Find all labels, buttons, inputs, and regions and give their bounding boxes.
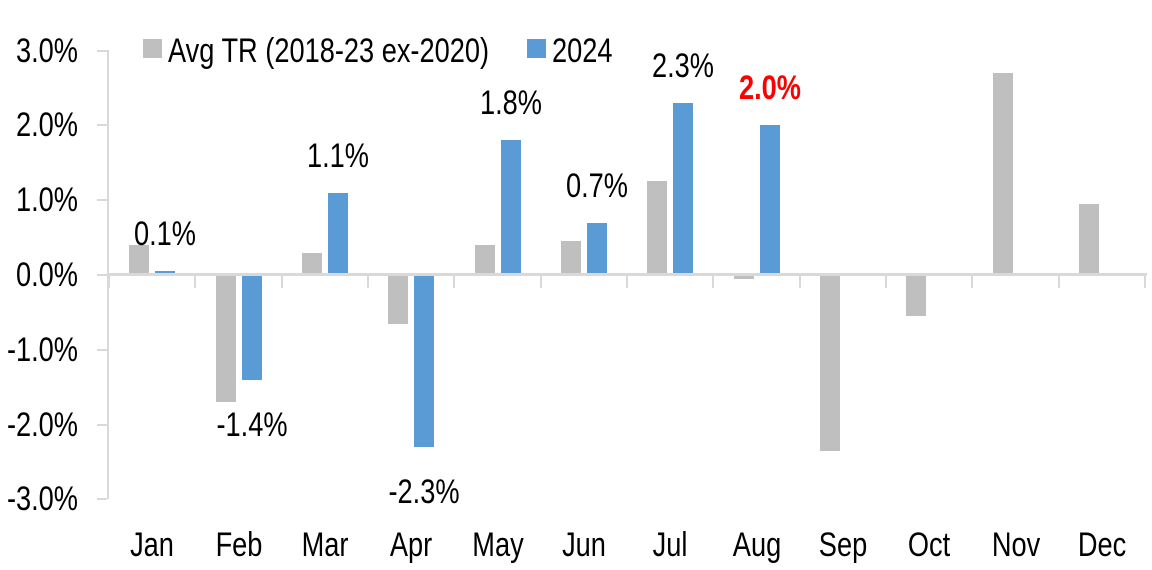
legend-label-avg-tr: Avg TR (2018-23 ex-2020): [168, 32, 490, 70]
x-axis-tick: [108, 276, 110, 288]
y-tick-label: -1.0%: [6, 330, 78, 369]
legend-label-2024: 2024: [552, 32, 613, 70]
x-axis-tick: [1144, 276, 1146, 288]
x-tick-label-aug: Aug: [732, 526, 781, 564]
y-tick-label: -3.0%: [6, 480, 78, 519]
2024-bar-apr: [414, 275, 435, 448]
x-tick-label-oct: Oct: [907, 526, 951, 564]
y-tick-label: 3.0%: [16, 31, 78, 70]
x-tick-label-feb: Feb: [215, 526, 262, 564]
x-tick-label-may: May: [471, 526, 524, 564]
x-tick-label-apr: Apr: [389, 526, 433, 564]
2024-bar-aug: [759, 125, 780, 275]
x-tick-label-jun: Jun: [561, 526, 606, 564]
data-label-jun: 0.7%: [565, 166, 628, 205]
y-axis-tick: [97, 348, 107, 351]
data-label-jul: 2.3%: [652, 46, 715, 85]
x-tick-label-jul: Jul: [652, 526, 688, 564]
x-axis-tick: [798, 276, 801, 288]
avg-tr-bar-oct: [906, 275, 927, 317]
avg-tr-bar-nov: [992, 72, 1013, 275]
x-axis-line: [107, 273, 1147, 276]
y-axis-tick: [97, 423, 107, 426]
x-tick-label-mar: Mar: [301, 526, 349, 564]
y-axis-tick: [97, 274, 107, 276]
y-tick-label: 0.0%: [16, 256, 78, 294]
x-axis-tick: [539, 276, 542, 288]
avg-tr-bar-sep: [819, 275, 840, 451]
data-label-mar: 1.1%: [306, 136, 369, 175]
legend-swatch-avg-tr: [143, 39, 162, 58]
data-label-apr: -2.3%: [388, 473, 460, 512]
avg-tr-bar-feb: [215, 275, 236, 403]
x-axis-tick: [712, 276, 715, 288]
avg-tr-bar-mar: [301, 252, 322, 275]
avg-tr-bar-jul: [647, 181, 668, 275]
x-axis-tick: [367, 276, 369, 288]
legend-swatch-2024: [527, 39, 546, 58]
avg-tr-bar-dec: [1078, 203, 1099, 275]
x-axis-tick: [280, 276, 283, 288]
2024-bar-feb: [241, 275, 262, 380]
2024-bar-mar: [327, 192, 348, 275]
data-label-feb: -1.4%: [215, 405, 288, 444]
avg-tr-bar-jan: [129, 245, 150, 275]
avg-tr-bar-aug: [733, 275, 754, 279]
data-label-jan: 0.1%: [134, 215, 197, 254]
2024-bar-jul: [673, 102, 694, 275]
y-axis-tick: [97, 199, 107, 202]
x-axis-tick: [194, 276, 197, 288]
y-axis-tick: [97, 49, 107, 52]
x-axis-tick: [453, 276, 456, 288]
y-axis-tick: [97, 498, 107, 501]
avg-tr-bar-apr: [388, 275, 409, 324]
x-axis-tick: [626, 276, 628, 288]
data-label-aug: 2.0%: [738, 69, 801, 108]
y-axis-tick: [97, 124, 107, 127]
x-axis-tick: [1057, 276, 1060, 288]
x-axis-tick: [971, 276, 974, 288]
y-tick-label: 2.0%: [16, 106, 78, 145]
data-label-may: 1.8%: [479, 84, 542, 123]
avg-tr-bar-may: [474, 245, 495, 275]
x-tick-label-jan: Jan: [130, 526, 175, 564]
x-tick-label-dec: Dec: [1077, 526, 1127, 564]
2024-bar-may: [500, 140, 521, 275]
avg-tr-bar-jun: [560, 241, 581, 275]
y-tick-label: -2.0%: [6, 405, 78, 444]
x-axis-tick: [885, 276, 887, 288]
2024-bar-jun: [586, 222, 607, 275]
y-tick-label: 1.0%: [16, 181, 78, 220]
x-tick-label-nov: Nov: [991, 526, 1040, 564]
x-tick-label-sep: Sep: [818, 526, 868, 564]
